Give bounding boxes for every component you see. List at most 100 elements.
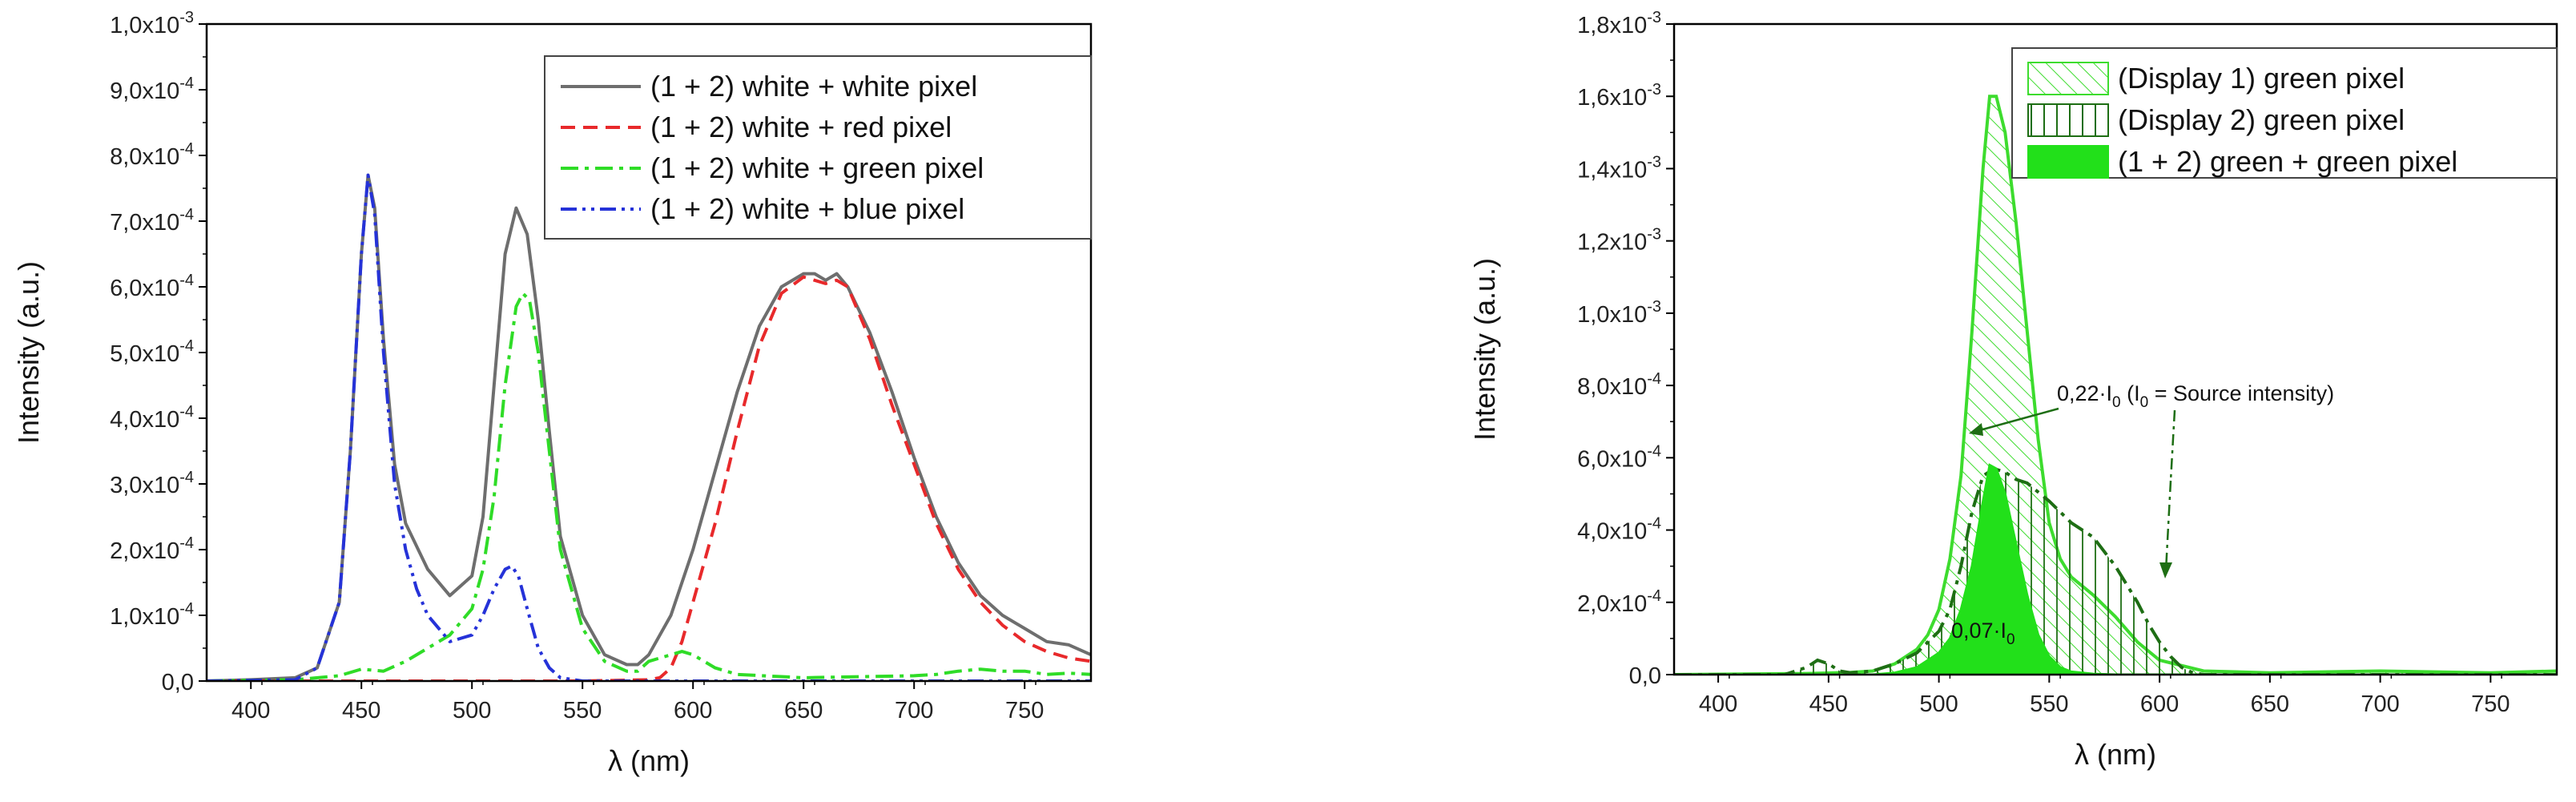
y-tick-mantissa: 8,0x10 [110, 144, 179, 170]
y-tick-label: 0,0 [1629, 663, 1661, 689]
y-tick-label: 2,0x10-4 [1577, 587, 1661, 617]
y-tick-mantissa: 0,0 [1629, 663, 1661, 689]
x-tick-label: 500 [453, 698, 491, 723]
y-tick-exponent: -4 [179, 337, 194, 355]
y-tick-label: 3,0x10-4 [110, 469, 194, 498]
y-tick-label: 1,0x10-4 [110, 600, 194, 630]
y-tick-label: 1,6x10-3 [1577, 81, 1661, 111]
annotation-arrow [2164, 480, 2172, 571]
y-tick-mantissa: 1,0x10 [110, 604, 179, 630]
y-tick-mantissa: 4,0x10 [110, 407, 179, 433]
y-tick-label: 2,0x10-4 [110, 534, 194, 564]
x-tick-label: 650 [784, 698, 823, 723]
y-tick-mantissa: 1,0x10 [110, 13, 179, 38]
series-3-line [207, 292, 1091, 681]
y-tick-mantissa: 5,0x10 [110, 341, 179, 367]
chart-1: 400 450 500 550 600 650 700 7500,01,0x10-42,0x1… [12, 9, 1093, 777]
legend-entry: (Display 2) green pixel [2118, 103, 2405, 136]
y-tick-label: 6,0x10-4 [1577, 442, 1661, 472]
annot-part: 0,07·I [1951, 619, 2006, 643]
y-tick-mantissa: 1,4x10 [1577, 157, 1647, 183]
legend-entry: (Display 1) green pixel [2118, 62, 2405, 95]
y-axis-label: Intensity (a.u.) [1468, 258, 1501, 441]
x-tick-label: 450 [342, 698, 380, 723]
series-2-line [1674, 466, 2557, 675]
y-tick-label: 6,0x10-4 [110, 272, 194, 301]
series-3-area-top [1674, 463, 2557, 675]
annotation-arrow [1976, 407, 2059, 433]
y-tick-exponent: -3 [1647, 9, 1661, 26]
x-tick-label: 750 [2471, 691, 2510, 717]
annot-part: = Source intensity) [2148, 381, 2334, 405]
y-tick-mantissa: 6,0x10 [110, 276, 179, 301]
y-tick-mantissa: 7,0x10 [110, 210, 179, 236]
y-tick-exponent: -3 [1647, 226, 1661, 244]
x-tick-label: 600 [674, 698, 712, 723]
series-4-line [207, 173, 1091, 681]
legend-entry: (1 + 2) white + blue pixel [650, 192, 964, 225]
plot-area [1674, 95, 2557, 675]
series-2-line [207, 275, 1091, 681]
x-tick-label: 400 [1699, 691, 1737, 717]
y-tick-mantissa: 4,0x10 [1577, 519, 1647, 545]
y-tick-exponent: -4 [1647, 370, 1661, 388]
x-tick-label: 650 [2251, 691, 2289, 717]
x-tick-label: 750 [1005, 698, 1044, 723]
annot-part: (I [2121, 381, 2140, 405]
y-tick-exponent: -4 [179, 534, 194, 552]
legend-entry: (1 + 2) white + green pixel [650, 151, 984, 184]
legend-swatch [2027, 103, 2109, 137]
legend-entry: (1 + 2) green + green pixel [2118, 145, 2457, 178]
legend-swatch [2027, 62, 2109, 95]
x-tick-label: 700 [2361, 691, 2399, 717]
y-tick-mantissa: 1,2x10 [1577, 230, 1647, 256]
annot-sub: 0 [2006, 631, 2015, 648]
y-tick-label: 8,0x10-4 [110, 140, 194, 170]
y-tick-mantissa: 1,6x10 [1577, 85, 1647, 111]
y-tick-exponent: -4 [179, 469, 194, 486]
y-axis-label: Intensity (a.u.) [12, 261, 45, 444]
x-tick-label: 550 [2030, 691, 2068, 717]
plot-area [207, 173, 1091, 681]
annotation-arrowhead [2159, 562, 2172, 578]
legend: (Display 1) green pixel (Display 2) green… [2011, 47, 2558, 179]
legend-entry: (1 + 2) white + white pixel [650, 70, 977, 103]
y-tick-exponent: -3 [1647, 81, 1661, 99]
x-tick-label: 700 [895, 698, 933, 723]
y-tick-exponent: -4 [179, 206, 194, 224]
y-tick-label: 4,0x10-4 [110, 403, 194, 433]
y-tick-mantissa: 8,0x10 [1577, 374, 1647, 400]
y-tick-exponent: -3 [1647, 298, 1661, 316]
y-tick-exponent: -4 [179, 272, 194, 289]
x-tick-label: 550 [563, 698, 602, 723]
annot-sub: 0 [2112, 394, 2121, 411]
x-axis-label: λ (nm) [2075, 738, 2156, 771]
y-tick-exponent: -4 [1647, 442, 1661, 460]
y-tick-mantissa: 2,0x10 [1577, 591, 1647, 617]
series-2-hatch [1674, 468, 2557, 675]
series-1-line [207, 173, 1091, 681]
y-tick-label: 0,0 [162, 670, 194, 695]
y-tick-mantissa: 1,8x10 [1577, 13, 1647, 38]
y-tick-exponent: -4 [1647, 587, 1661, 605]
y-tick-label: 5,0x10-4 [110, 337, 194, 367]
y-tick-exponent: -4 [179, 140, 194, 158]
x-tick-label: 600 [2140, 691, 2179, 717]
chart-2: 400 450 500 550 600 650 700 7500,02,0x10-44,0x1… [1468, 9, 2558, 771]
y-tick-mantissa: 6,0x10 [1577, 446, 1647, 472]
y-tick-mantissa: 3,0x10 [110, 473, 179, 498]
legend: (1 + 2) white + white pixel (1 + 2) white… [544, 55, 1092, 240]
y-tick-mantissa: 0,0 [162, 670, 194, 695]
y-tick-exponent: -4 [179, 600, 194, 618]
x-tick-label: 450 [1809, 691, 1848, 717]
y-tick-label: 1,0x10-3 [110, 9, 194, 38]
x-tick-label: 500 [1919, 691, 1958, 717]
y-tick-label: 1,4x10-3 [1577, 153, 1661, 183]
annotation-arrowhead [1969, 423, 1983, 436]
legend-swatch [2027, 145, 2109, 179]
x-tick-label: 400 [231, 698, 270, 723]
annot-part: 0,22·I [2057, 381, 2112, 405]
y-tick-exponent: -4 [179, 403, 194, 421]
annotation-source-intensity: 0,22·I0 (I0 = Source intensity) [2057, 381, 2334, 411]
